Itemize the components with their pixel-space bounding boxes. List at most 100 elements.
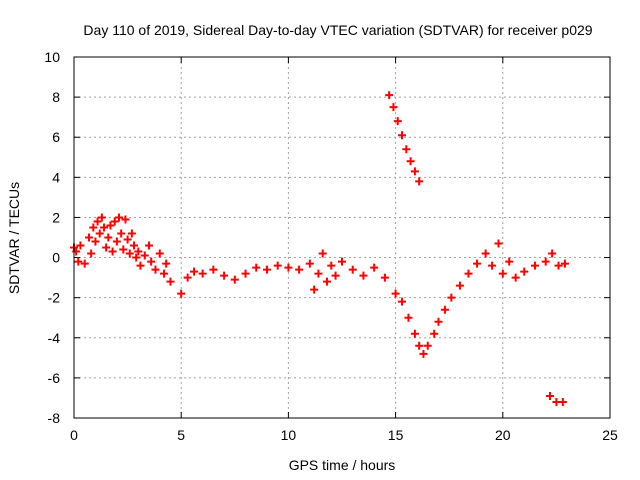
data-point bbox=[102, 243, 111, 252]
data-point bbox=[117, 229, 126, 238]
data-point bbox=[494, 239, 503, 248]
data-point bbox=[295, 265, 304, 274]
data-point bbox=[548, 249, 557, 258]
data-point bbox=[108, 247, 117, 256]
data-point bbox=[284, 263, 293, 272]
data-point bbox=[327, 261, 336, 270]
data-point bbox=[398, 297, 407, 306]
chart-title: Day 110 of 2019, Sidereal Day-to-day VTE… bbox=[83, 22, 592, 38]
data-point bbox=[127, 229, 136, 238]
data-point bbox=[95, 229, 104, 238]
data-point bbox=[110, 217, 119, 226]
data-point bbox=[241, 269, 250, 278]
data-point bbox=[104, 233, 113, 242]
data-point bbox=[91, 237, 100, 246]
data-point bbox=[447, 293, 456, 302]
data-point bbox=[406, 157, 415, 166]
data-point bbox=[87, 249, 96, 258]
data-point bbox=[558, 397, 567, 406]
data-point bbox=[132, 253, 141, 262]
data-point bbox=[464, 269, 473, 278]
data-point bbox=[183, 273, 192, 282]
data-point bbox=[115, 213, 124, 222]
data-point bbox=[209, 265, 218, 274]
x-tick-label: 20 bbox=[495, 427, 511, 443]
data-point bbox=[511, 273, 520, 282]
data-point bbox=[402, 145, 411, 154]
data-point bbox=[393, 117, 402, 126]
data-point bbox=[198, 269, 207, 278]
data-point bbox=[404, 313, 413, 322]
data-point bbox=[151, 265, 160, 274]
data-point bbox=[230, 275, 239, 284]
data-point bbox=[273, 261, 282, 270]
y-tick-label: 2 bbox=[52, 209, 60, 225]
data-point bbox=[76, 241, 85, 250]
data-point bbox=[505, 257, 514, 266]
data-point bbox=[80, 259, 89, 268]
data-point bbox=[190, 267, 199, 276]
data-point bbox=[440, 305, 449, 314]
x-tick-label: 25 bbox=[602, 427, 618, 443]
data-point bbox=[415, 341, 424, 350]
data-point bbox=[310, 285, 319, 294]
data-point bbox=[389, 103, 398, 112]
data-point bbox=[488, 261, 497, 270]
data-point bbox=[97, 213, 106, 222]
data-point bbox=[391, 289, 400, 298]
data-point bbox=[93, 217, 102, 226]
data-point bbox=[74, 257, 83, 266]
y-tick-label: -6 bbox=[48, 370, 61, 386]
data-point bbox=[520, 267, 529, 276]
y-tick-label: -8 bbox=[48, 410, 61, 426]
y-tick-label: -2 bbox=[48, 290, 61, 306]
data-point bbox=[262, 265, 271, 274]
data-point bbox=[423, 341, 432, 350]
x-tick-label: 10 bbox=[281, 427, 297, 443]
data-point bbox=[166, 277, 175, 286]
x-tick-label: 0 bbox=[70, 427, 78, 443]
y-tick-label: 8 bbox=[52, 89, 60, 105]
plot-frame bbox=[73, 56, 611, 419]
data-point bbox=[481, 249, 490, 258]
y-tick-label: 6 bbox=[52, 129, 60, 145]
data-point bbox=[134, 247, 143, 256]
data-point bbox=[498, 269, 507, 278]
data-point bbox=[370, 263, 379, 272]
y-tick-label: -4 bbox=[48, 330, 61, 346]
data-point bbox=[322, 277, 331, 286]
data-point bbox=[415, 177, 424, 186]
data-point bbox=[419, 349, 428, 358]
data-point bbox=[121, 215, 130, 224]
data-point bbox=[331, 271, 340, 280]
data-point bbox=[160, 269, 169, 278]
data-point bbox=[119, 245, 128, 254]
data-point bbox=[398, 131, 407, 140]
data-point bbox=[348, 265, 357, 274]
data-point bbox=[85, 233, 94, 242]
data-point bbox=[140, 251, 149, 260]
data-point bbox=[455, 281, 464, 290]
data-point bbox=[530, 261, 539, 270]
data-point bbox=[380, 273, 389, 282]
y-tick-label: 0 bbox=[52, 250, 60, 266]
data-point bbox=[106, 221, 115, 230]
data-point bbox=[545, 391, 554, 400]
data-point bbox=[434, 317, 443, 326]
data-point bbox=[541, 257, 550, 266]
data-point bbox=[123, 235, 132, 244]
data-point bbox=[410, 329, 419, 338]
data-point bbox=[89, 223, 98, 232]
data-point bbox=[385, 91, 394, 100]
data-point bbox=[100, 223, 109, 232]
data-point bbox=[252, 263, 261, 272]
x-axis-label: GPS time / hours bbox=[289, 457, 396, 473]
y-tick-label: 10 bbox=[44, 49, 60, 65]
y-tick-label: 4 bbox=[52, 169, 60, 185]
data-point bbox=[130, 241, 139, 250]
data-point bbox=[338, 257, 346, 266]
data-points bbox=[70, 91, 569, 406]
data-point bbox=[314, 269, 323, 278]
data-point bbox=[430, 329, 439, 338]
data-point bbox=[359, 271, 368, 280]
